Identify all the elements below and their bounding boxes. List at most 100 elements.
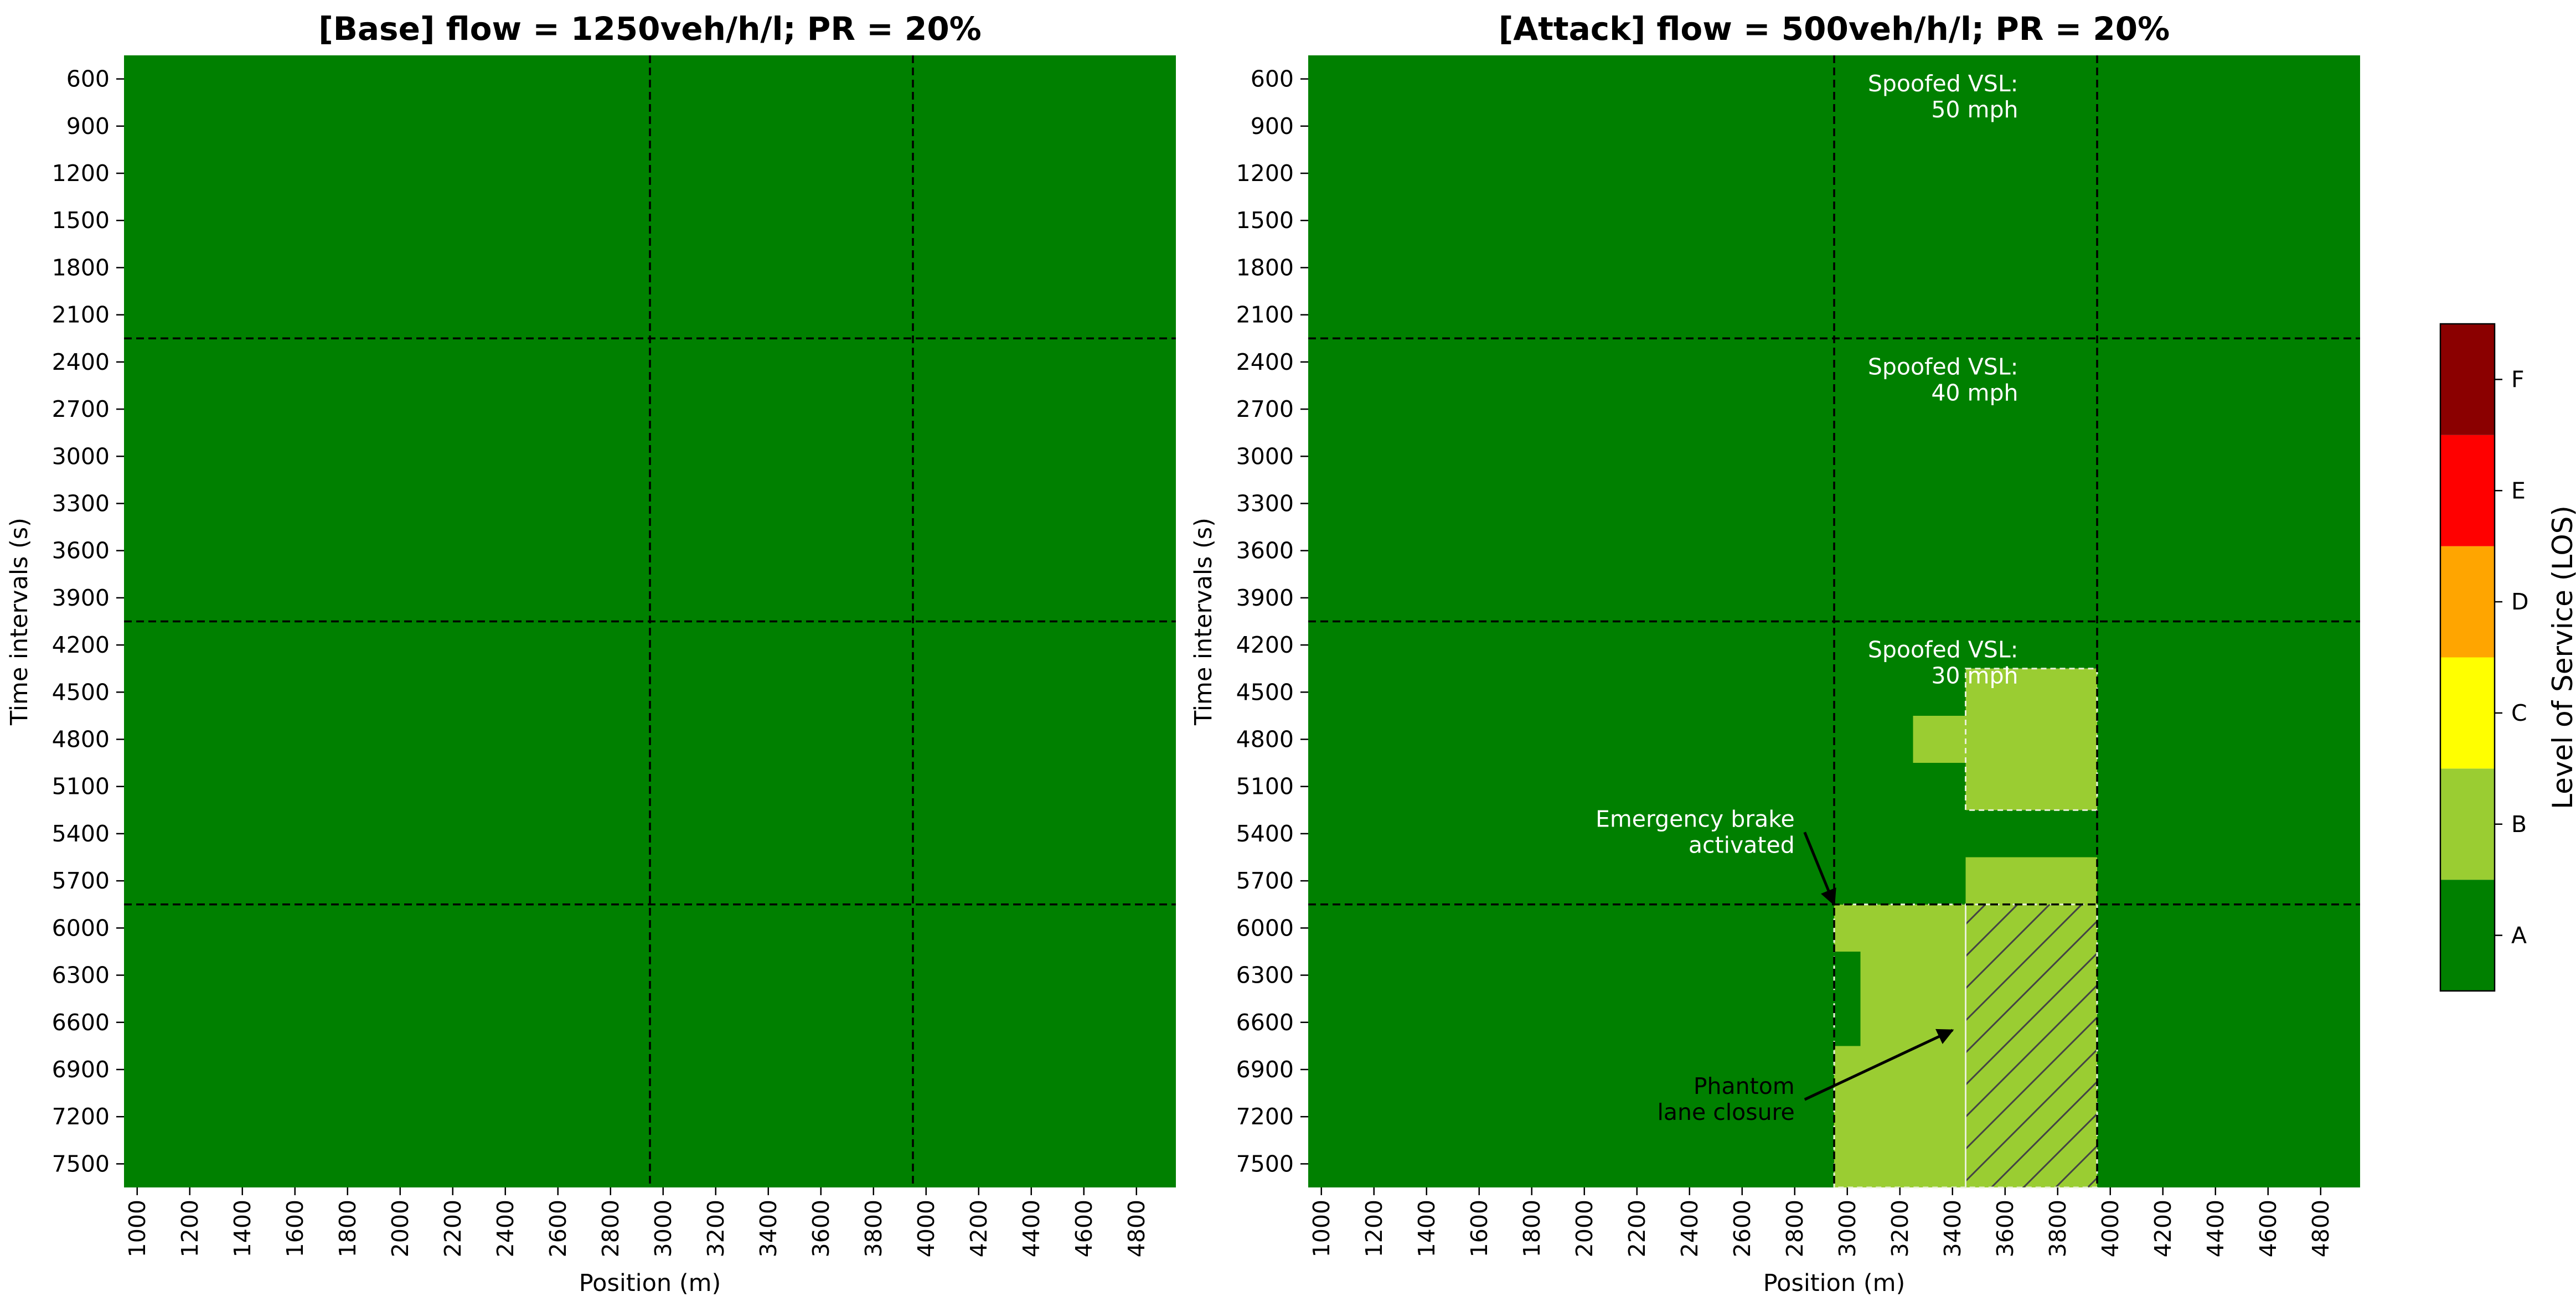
colorbar-segment [2440, 324, 2495, 435]
x-tick-label: 3600 [808, 1200, 834, 1257]
y-tick-label: 5400 [1236, 820, 1294, 847]
y-tick-label: 2700 [52, 396, 110, 422]
y-tick-label: 6600 [1236, 1009, 1294, 1036]
y-tick-label: 600 [1251, 66, 1294, 92]
y-tick-label: 900 [1251, 113, 1294, 140]
colorbar-tick-label: C [2511, 700, 2527, 726]
y-tick-label: 4200 [52, 632, 110, 658]
y-tick-label: 4800 [1236, 726, 1294, 753]
y-tick-label: 2100 [1236, 302, 1294, 328]
y-tick-label: 5400 [52, 820, 110, 847]
x-tick-label: 1200 [177, 1200, 203, 1257]
y-tick-label: 2100 [52, 302, 110, 328]
y-tick-label: 4500 [52, 679, 110, 705]
y-tick-label: 6000 [1236, 915, 1294, 941]
x-tick-label: 2400 [492, 1200, 519, 1257]
heatmap-cell [1913, 715, 1966, 763]
heatmap-panel-2: [Attack] flow = 500veh/h/l; PR = 20% 1000… [1190, 10, 2360, 1297]
colorbar-tick-label: E [2511, 477, 2526, 504]
y-axis-label: Time intervals (s) [1190, 518, 1217, 726]
chart-title: [Attack] flow = 500veh/h/l; PR = 20% [1499, 10, 2170, 48]
colorbar: A B C D E F Level of Service (LOS) [2439, 323, 2576, 992]
x-tick-label: 2000 [1571, 1200, 1598, 1257]
x-tick-label: 3400 [755, 1200, 782, 1257]
colorbar-label: Level of Service (LOS) [2547, 505, 2576, 809]
annotation-text: Emergency brake [1596, 805, 1795, 832]
y-tick-label: 1500 [1236, 207, 1294, 234]
annotation-text: 40 mph [1931, 379, 2018, 406]
y-tick-label: 7500 [1236, 1150, 1294, 1177]
x-axis-label: Position (m) [579, 1269, 721, 1297]
annotation-text: 50 mph [1931, 96, 2018, 123]
chart-title: [Base] flow = 1250veh/h/l; PR = 20% [318, 10, 982, 48]
y-tick-label: 1200 [52, 160, 110, 187]
x-tick-label: 2600 [545, 1200, 571, 1257]
y-tick-label: 2700 [1236, 396, 1294, 422]
colorbar-segment [2440, 880, 2495, 991]
y-tick-label: 4800 [52, 726, 110, 753]
y-tick-label: 3300 [52, 490, 110, 516]
y-tick-label: 7500 [52, 1150, 110, 1177]
colorbar-frame [2439, 323, 2496, 992]
heatmap-cell [1965, 857, 2097, 905]
x-tick-label: 2600 [1729, 1200, 1756, 1257]
annotation-arrow [1804, 1029, 1954, 1101]
y-tick-label: 900 [66, 113, 110, 140]
colorbar-tick-label: D [2511, 588, 2529, 615]
x-tick-label: 1200 [1361, 1200, 1387, 1257]
x-tick-label: 3200 [1887, 1200, 1913, 1257]
heatmap-cell [1834, 904, 1966, 952]
y-tick-label: 600 [66, 66, 110, 92]
x-tick-label: 3000 [1834, 1200, 1861, 1257]
x-tick-label: 3400 [1939, 1200, 1966, 1257]
heatmap-cell [1834, 1046, 1966, 1187]
y-tick-label: 4500 [1236, 679, 1294, 705]
y-tick-label: 6900 [52, 1056, 110, 1083]
x-tick-label: 4800 [1123, 1200, 1150, 1257]
y-tick-label: 3600 [52, 538, 110, 564]
annotation-text: activated [1689, 831, 1795, 858]
annotation-text: Phantom [1694, 1073, 1795, 1099]
x-axis-label: Position (m) [1763, 1269, 1906, 1297]
y-tick-label: 3000 [1236, 443, 1294, 469]
colorbar-segment [2440, 546, 2495, 658]
colorbar-tick-label: B [2511, 811, 2527, 838]
y-tick-label: 1800 [52, 254, 110, 281]
y-tick-label: 5700 [1236, 867, 1294, 894]
y-tick-label: 3900 [1236, 585, 1294, 611]
x-tick-label: 1400 [1413, 1200, 1440, 1257]
x-tick-label: 4000 [2097, 1200, 2124, 1257]
x-tick-label: 2000 [387, 1200, 414, 1257]
y-tick-label: 6000 [52, 915, 110, 941]
y-tick-label: 6300 [1236, 962, 1294, 989]
x-tick-label: 2800 [597, 1200, 624, 1257]
x-tick-label: 4000 [913, 1200, 939, 1257]
colorbar-tick-label: F [2511, 366, 2525, 392]
y-tick-label: 1200 [1236, 160, 1294, 187]
annotation-text: Spoofed VSL: [1868, 353, 2019, 380]
y-tick-label: 3000 [52, 443, 110, 469]
y-tick-label: 2400 [52, 349, 110, 375]
heatmap-cell [1965, 668, 2097, 810]
x-tick-label: 2800 [1782, 1200, 1808, 1257]
y-tick-label: 7200 [52, 1103, 110, 1130]
x-tick-label: 1400 [229, 1200, 256, 1257]
x-tick-label: 4400 [1018, 1200, 1045, 1257]
x-tick-label: 2400 [1676, 1200, 1703, 1257]
y-tick-label: 6300 [52, 962, 110, 989]
y-tick-label: 5100 [52, 773, 110, 800]
y-tick-label: 1800 [1236, 254, 1294, 281]
y-tick-label: 3300 [1236, 490, 1294, 516]
x-tick-label: 3000 [650, 1200, 677, 1257]
x-tick-label: 4600 [2255, 1200, 2281, 1257]
y-tick-label: 1500 [52, 207, 110, 234]
x-tick-label: 4400 [2202, 1200, 2229, 1257]
heatmap-panel-1: [Base] flow = 1250veh/h/l; PR = 20% 1000 1… [6, 10, 1176, 1297]
y-tick-label: 6900 [1236, 1056, 1294, 1083]
y-axis-label: Time intervals (s) [6, 518, 33, 726]
x-tick-label: 4200 [2150, 1200, 2176, 1257]
x-tick-label: 1000 [124, 1200, 151, 1257]
y-tick-label: 6600 [52, 1009, 110, 1036]
annotation-arrow [1803, 831, 1836, 906]
phantom-closure-hatch [1965, 904, 2097, 1187]
